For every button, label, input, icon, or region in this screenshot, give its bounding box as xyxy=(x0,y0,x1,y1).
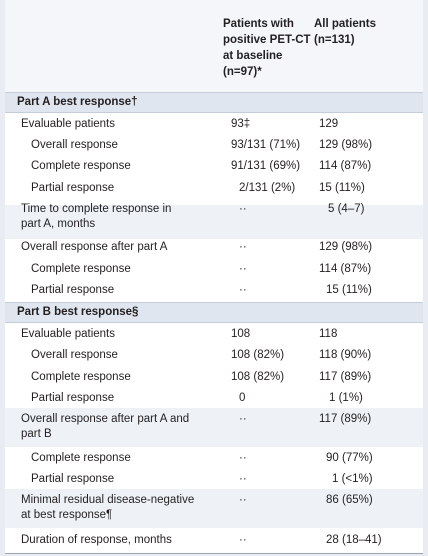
cell-all-patients: 118 xyxy=(319,328,338,340)
cell-all-patients: 129 (98%) xyxy=(319,241,373,253)
cell-pet-ct: 0 xyxy=(239,392,246,404)
row-label: Evaluable patients xyxy=(21,118,115,130)
cell-pet-ct: 108 xyxy=(231,328,251,340)
cell-pet-ct: ·· xyxy=(239,452,247,464)
row-band xyxy=(5,113,423,205)
cell-all-patients: 117 (89%) xyxy=(319,371,372,383)
section-title: Part B best response§ xyxy=(17,306,139,318)
row-label: Partial response xyxy=(31,392,115,404)
cell-pet-ct: 93/131 (71%) xyxy=(231,139,301,151)
cell-pet-ct: 93‡ xyxy=(231,118,251,130)
row-label: Overall response xyxy=(31,349,118,361)
row-label: Time to complete response in part A, mon… xyxy=(21,203,172,230)
cell-pet-ct: ·· xyxy=(239,241,247,253)
column-header-pet-ct: Patients with positive PET-CT at baselin… xyxy=(223,18,311,78)
section-header-part-b: Part B best response§ xyxy=(5,302,423,323)
row-label: Partial response xyxy=(31,473,115,485)
cell-all-patients: 1 (<1%) xyxy=(332,473,373,485)
section-header-part-a: Part A best response† xyxy=(5,92,423,113)
row-band xyxy=(5,323,423,408)
row-band xyxy=(5,447,423,489)
row-label: Complete response xyxy=(31,160,131,172)
row-label: Partial response xyxy=(31,284,115,296)
row-label: Complete response xyxy=(31,371,131,383)
cell-pet-ct: ·· xyxy=(239,534,247,546)
cell-pet-ct: ·· xyxy=(239,284,247,296)
table-header: Patients with positive PET-CT at baselin… xyxy=(5,0,423,93)
cell-all-patients: 28 (18–41) xyxy=(326,534,382,546)
row-band xyxy=(5,239,423,302)
column-header-all-patients: All patients (n=131) xyxy=(314,18,376,46)
cell-pet-ct: ·· xyxy=(239,473,247,485)
cell-pet-ct: 108 (82%) xyxy=(231,371,285,383)
results-table: Patients with positive PET-CT at baselin… xyxy=(5,0,423,554)
cell-all-patients: 1 (1%) xyxy=(329,392,363,404)
cell-all-patients: 15 (11%) xyxy=(326,284,372,296)
row-label: Evaluable patients xyxy=(21,328,115,340)
cell-all-patients: 5 (4–7) xyxy=(328,203,365,215)
cell-pet-ct: 2/131 (2%) xyxy=(239,182,296,194)
cell-all-patients: 114 (87%) xyxy=(319,263,372,275)
row-label: Overall response after part A and part B xyxy=(21,413,190,440)
cell-all-patients: 118 (90%) xyxy=(319,349,372,361)
cell-all-patients: 117 (89%) xyxy=(319,413,372,425)
cell-pet-ct: ·· xyxy=(239,203,247,215)
cell-all-patients: 114 (87%) xyxy=(319,160,372,172)
cell-pet-ct: ·· xyxy=(239,263,247,275)
cell-pet-ct: ·· xyxy=(239,494,247,506)
row-label: Complete response xyxy=(31,263,131,275)
section-title: Part A best response† xyxy=(17,96,138,108)
row-label: Minimal residual disease-negative at bes… xyxy=(21,494,195,521)
row-label: Partial response xyxy=(31,182,115,194)
cell-all-patients: 129 xyxy=(319,118,339,130)
row-label: Overall response xyxy=(31,139,118,151)
cell-pet-ct: 108 (82%) xyxy=(231,349,285,361)
cell-pet-ct: 91/131 (69%) xyxy=(231,160,301,172)
row-label: Complete response xyxy=(31,452,131,464)
cell-all-patients: 15 (11%) xyxy=(319,182,365,194)
row-label: Overall response after part A xyxy=(21,241,168,253)
cell-all-patients: 129 (98%) xyxy=(319,139,373,151)
cell-all-patients: 90 (77%) xyxy=(326,452,373,464)
cell-all-patients: 86 (65%) xyxy=(326,494,373,506)
row-band xyxy=(5,528,423,553)
row-label: Duration of response, months xyxy=(21,534,172,546)
cell-pet-ct: ·· xyxy=(239,413,247,425)
